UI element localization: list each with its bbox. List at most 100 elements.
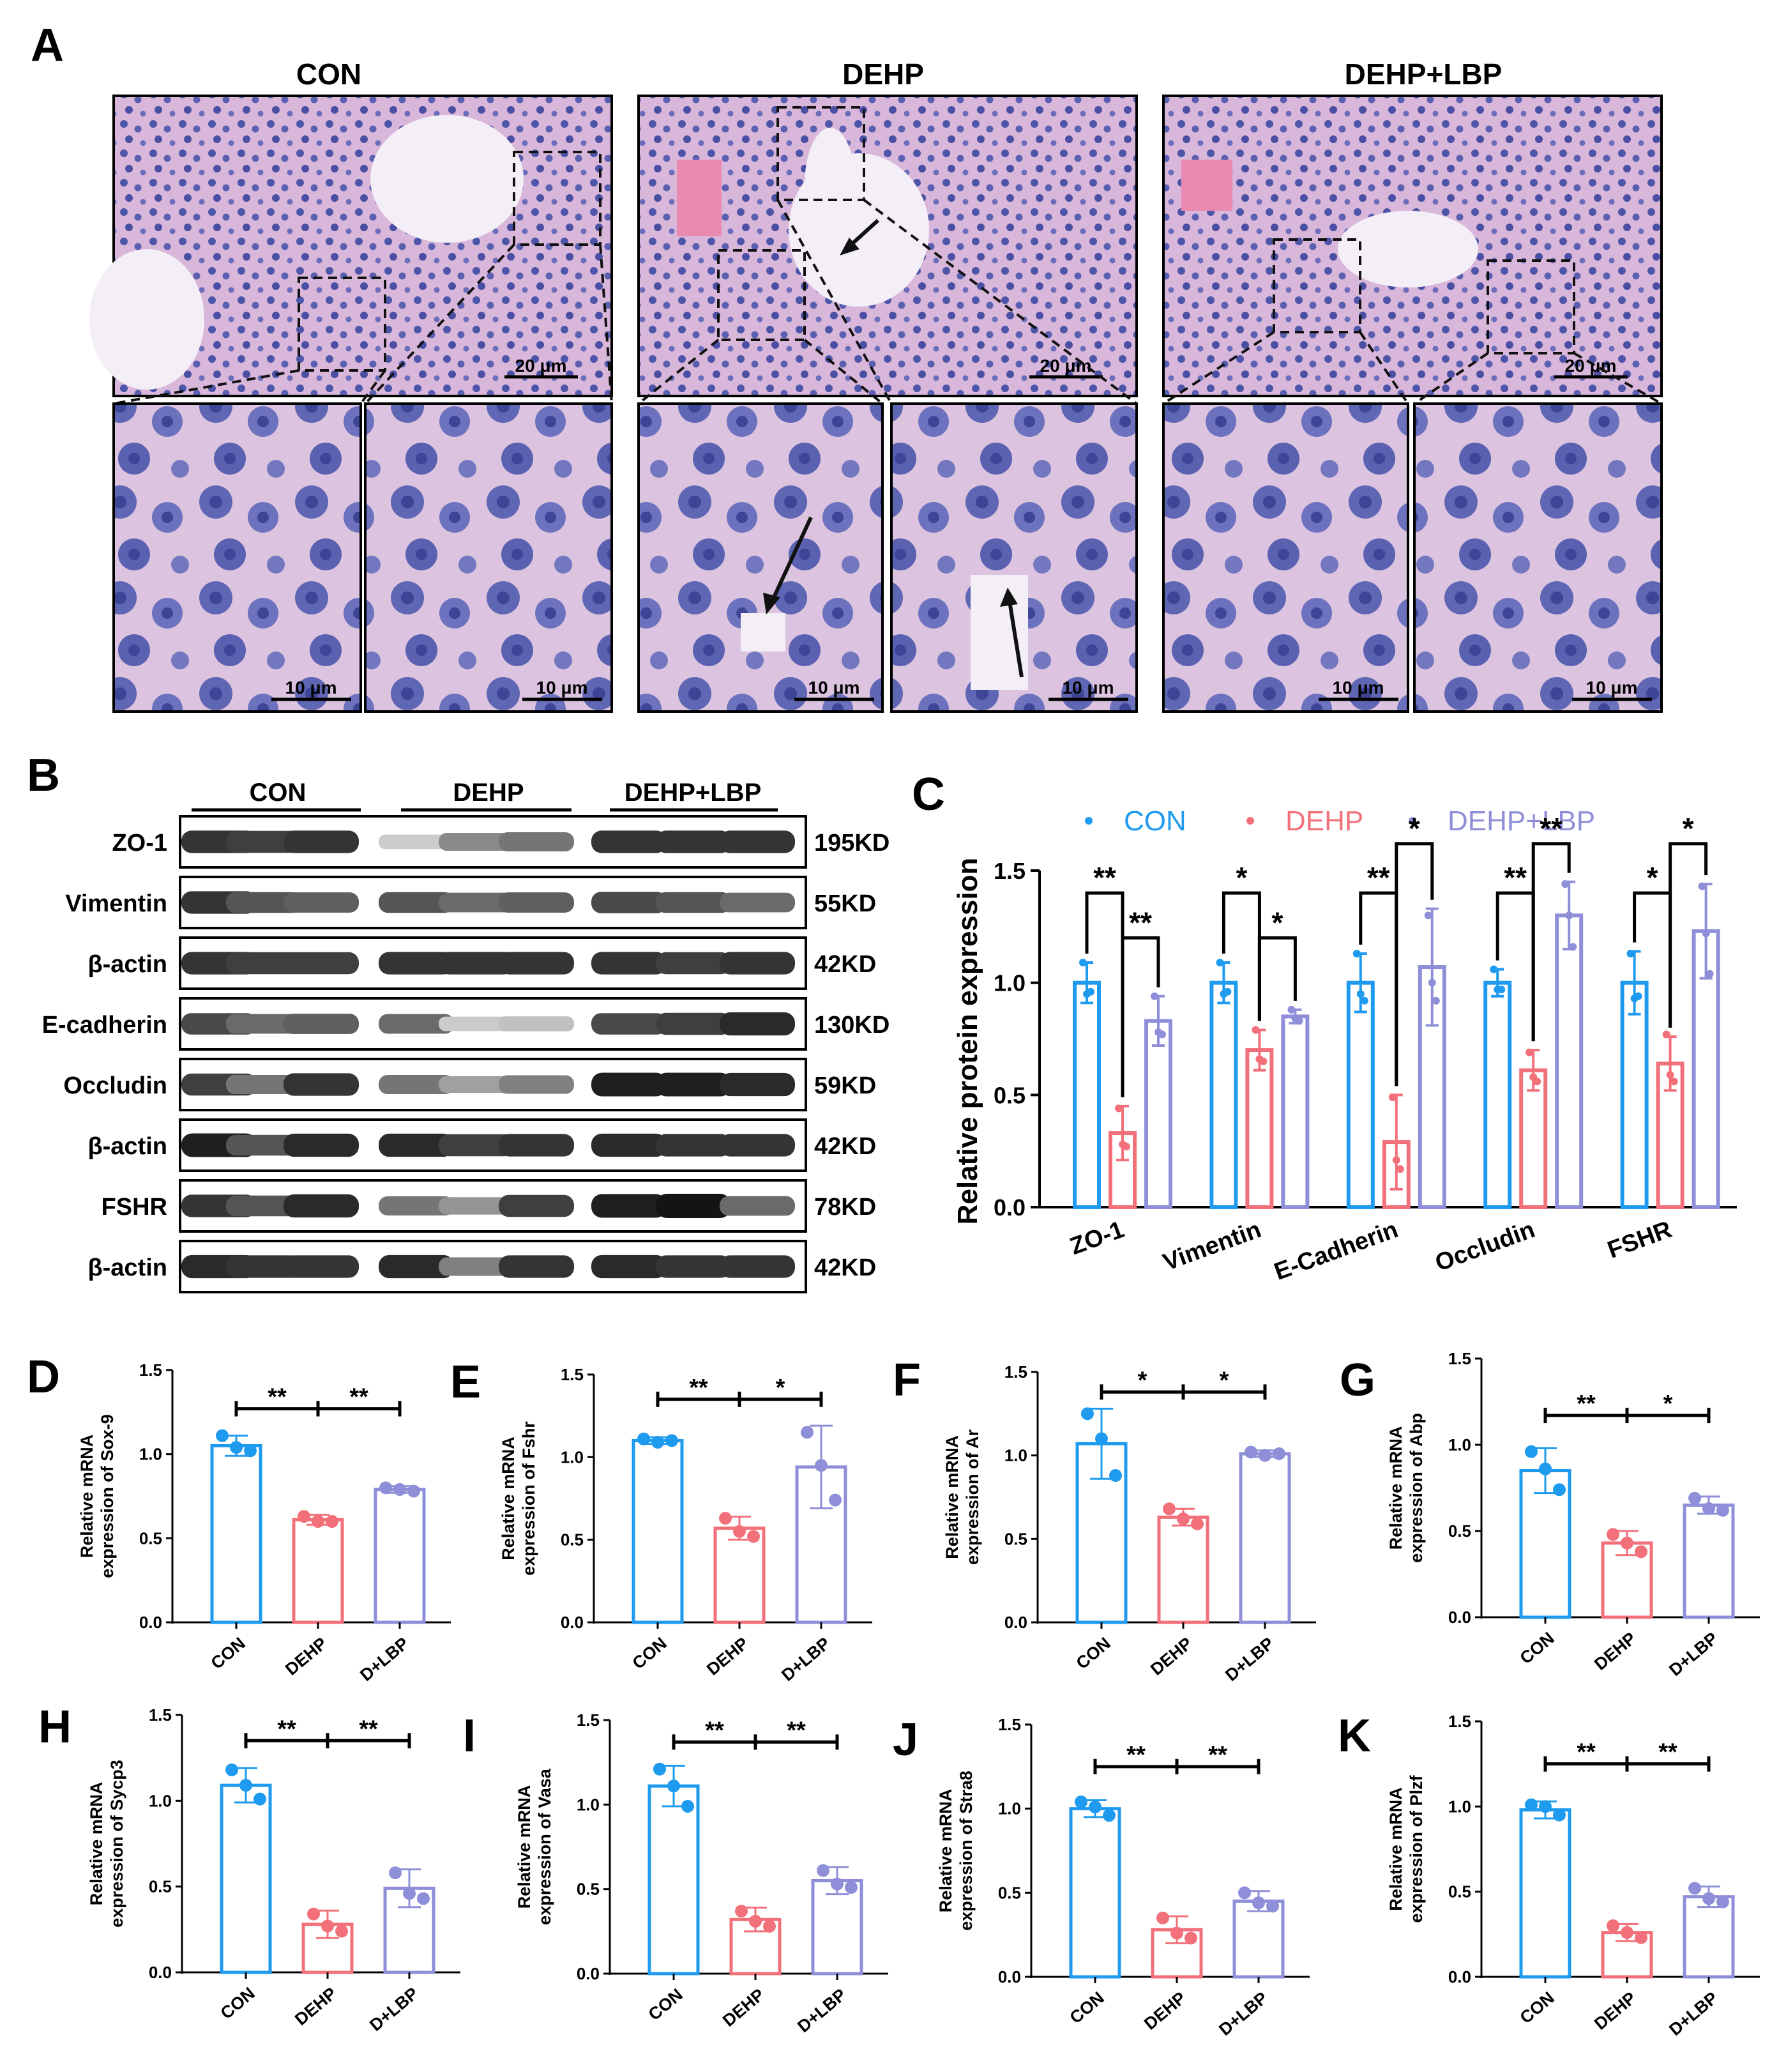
zoom-scale-bars: 10 μm 10 μm 10 μm 10 μm 10 μm 10 μm: [271, 678, 1652, 701]
blot-band: [499, 1255, 574, 1278]
significance-stars: *: [1138, 1367, 1147, 1394]
svg-text:10 μm: 10 μm: [536, 678, 588, 697]
y-tick-label: 1.5: [577, 1710, 600, 1730]
data-point: [379, 1481, 392, 1495]
blot-band: [720, 1134, 795, 1157]
x-tick-label: E-Cadherin: [1271, 1216, 1402, 1286]
data-point: [1428, 979, 1436, 987]
data-point: [1396, 1165, 1404, 1173]
significance-stars: **: [705, 1717, 724, 1744]
blot-band: [720, 1196, 795, 1216]
significance-stars: **: [268, 1384, 287, 1411]
significance-stars: *: [1409, 812, 1420, 845]
x-tick-label: D+LBP: [794, 1985, 850, 2036]
y-tick-label: 1.5: [1448, 1349, 1471, 1368]
bar: [1232, 1900, 1285, 1979]
data-point: [1360, 996, 1368, 1005]
y-tick-label: 1.5: [998, 1715, 1021, 1734]
data-point: [1569, 943, 1577, 951]
data-point: [829, 1493, 842, 1507]
x-tick-label: DEHP: [1140, 1988, 1190, 2034]
blot-band: [591, 1072, 667, 1097]
svg-text:10 μm: 10 μm: [1333, 678, 1384, 697]
data-point: [1123, 1143, 1130, 1151]
blot-band: [656, 1255, 731, 1278]
bar: [1346, 980, 1375, 1209]
data-point: [1356, 990, 1365, 998]
y-axis-label: Relative mRNA: [87, 1782, 106, 1906]
blot-band: [439, 1197, 514, 1215]
bar: [632, 1438, 684, 1624]
data-point: [1252, 1026, 1260, 1034]
legend-label: DEHP+LBP: [1448, 805, 1595, 837]
data-point: [1525, 1048, 1534, 1056]
blot-band: [379, 1133, 454, 1157]
data-point: [1662, 1030, 1670, 1039]
data-point: [817, 1864, 829, 1877]
y-tick-label: 0.5: [1448, 1882, 1471, 1901]
y-tick-label: 1.0: [1448, 1435, 1471, 1454]
data-point: [335, 1924, 348, 1938]
y-tick-label: 0.5: [139, 1528, 162, 1548]
data-point: [216, 1429, 229, 1442]
significance-bracket: [1531, 842, 1571, 1042]
data-point: [831, 1877, 844, 1891]
x-tick-label: DEHP: [719, 1985, 768, 2030]
data-point: [1185, 1931, 1197, 1945]
legend-marker: [1085, 817, 1093, 825]
x-tick-label: Vimentin: [1160, 1216, 1265, 1276]
y-tick-label: 0.0: [1004, 1613, 1027, 1632]
x-tick-label: D+LBP: [366, 1984, 422, 2035]
data-point: [239, 1779, 252, 1792]
bar: [713, 1527, 766, 1624]
blot-band: [226, 830, 301, 853]
significance-bracket: [1257, 936, 1297, 1021]
y-tick-label: 1.5: [1004, 1362, 1027, 1382]
y-axis-label: expression of Fshr: [519, 1421, 538, 1576]
data-point: [1191, 1517, 1204, 1530]
blot-band: [284, 1073, 359, 1096]
data-point: [403, 1887, 416, 1900]
x-tick-label: DEHP: [703, 1634, 752, 1679]
significance-stars: **: [1208, 1742, 1227, 1769]
y-tick-label: 0.5: [998, 1883, 1021, 1902]
y-tick-label: 0.0: [998, 1967, 1021, 1986]
chart-h: H 0.0 0.5 1.0 1.5 Relative mRNA expression of …: [38, 1702, 460, 2035]
y-axis-label: Relative mRNA: [77, 1435, 96, 1558]
chart-i: I 0.0 0.5 1.0 1.5 Relative mRNA expression of …: [463, 1710, 888, 2036]
significance-bracket: [1633, 891, 1672, 1028]
data-point: [244, 1444, 257, 1458]
data-point: [637, 1432, 650, 1445]
data-point: [1666, 1070, 1674, 1079]
x-tick-label: FSHR: [1604, 1216, 1676, 1264]
bar: [1683, 1895, 1735, 1979]
bar: [1555, 913, 1584, 1210]
significance-stars: **: [1577, 1390, 1596, 1417]
y-axis-label: expression of Ar: [963, 1429, 982, 1565]
data-point: [225, 1763, 238, 1776]
svg-text:10 μm: 10 μm: [1586, 678, 1638, 697]
data-point: [1702, 1502, 1715, 1515]
micrograph-dehp-lbp: 20 μm: [1162, 95, 1663, 397]
legend-marker: [1246, 817, 1254, 825]
blot-group-dehp-lbp: DEHP+LBP: [625, 779, 762, 807]
blot-band: [439, 892, 514, 913]
panel-letter: G: [1340, 1355, 1375, 1406]
bar: [1209, 980, 1238, 1209]
y-tick-label: 1.0: [149, 1791, 172, 1810]
x-tick-label: CON: [629, 1634, 670, 1673]
panel-letter: E: [450, 1357, 481, 1408]
blot-band: [284, 892, 359, 913]
data-point: [1635, 1931, 1647, 1944]
x-tick-label: DEHP: [1591, 1629, 1640, 1674]
data-point: [1109, 1469, 1122, 1482]
blot-label: Vimentin: [65, 890, 167, 917]
blot-band: [439, 832, 514, 851]
data-point: [1295, 1017, 1303, 1025]
y-axis-label: expression of Plzf: [1407, 1774, 1426, 1923]
chart-g: G 0.0 0.5 1.0 1.5 Relative mRNA expression of …: [1340, 1349, 1760, 1680]
data-point: [1525, 1798, 1538, 1811]
significance-bracket: [1359, 891, 1398, 1086]
x-tick-label: D+LBP: [1215, 1988, 1271, 2039]
x-tick-label: CON: [217, 1984, 259, 2023]
